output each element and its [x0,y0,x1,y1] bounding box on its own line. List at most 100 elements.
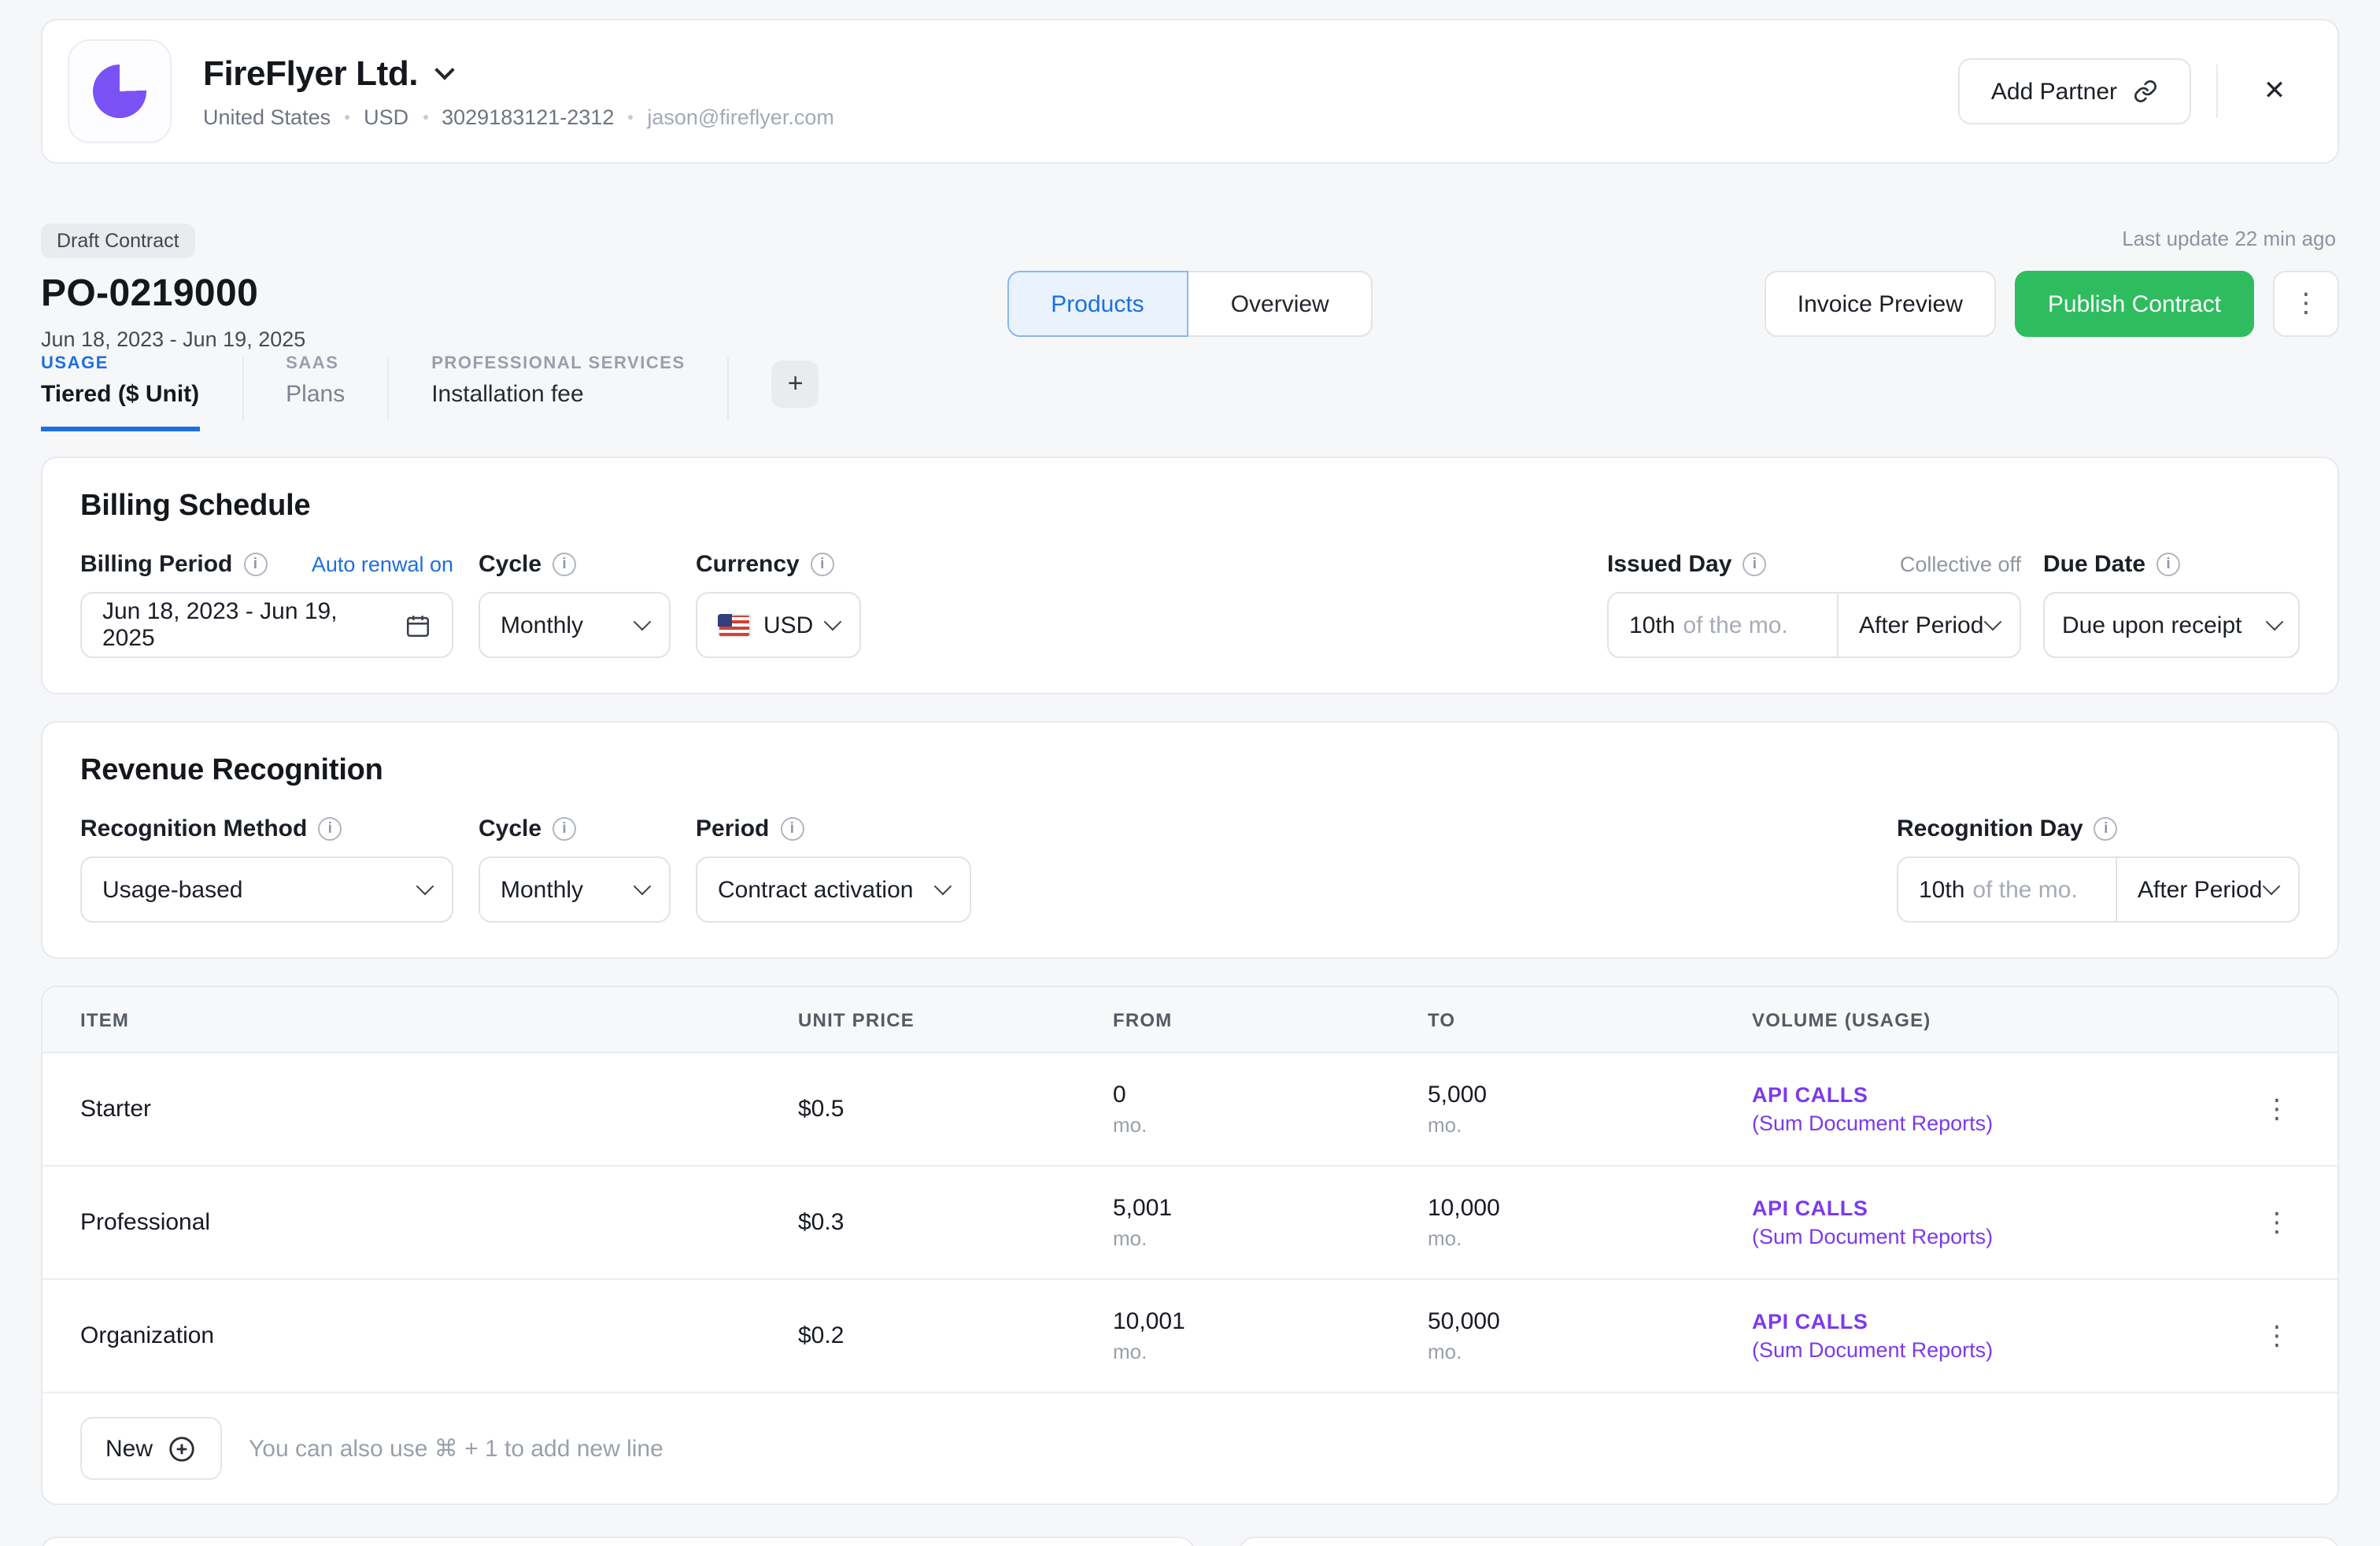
chevron-down-icon [633,877,652,896]
column-item: ITEM [80,1008,130,1030]
pricing-table: ITEM UNIT PRICE FROM TO VOLUME (USAGE) S… [41,986,2339,1505]
recognition-day-mode-value: After Period [2138,876,2263,903]
to-unit: mo. [1428,1340,1462,1363]
to-value: 50,000 [1428,1308,1500,1335]
info-icon[interactable]: i [780,816,804,840]
to-unit: mo. [1428,1226,1462,1250]
chevron-down-icon [416,877,434,896]
issued-day-placeholder: of the mo. [1683,612,1788,638]
card-stub-left [41,1537,1196,1546]
recognition-cycle-label: Cycle i [479,814,671,842]
dot-separator [628,115,634,120]
info-icon[interactable]: i [243,552,268,575]
info-icon[interactable]: i [2094,816,2118,840]
auto-renewal-toggle[interactable]: Auto renwal on [311,552,453,575]
billing-cycle-select[interactable]: Monthly [479,592,671,658]
chevron-down-icon [2262,877,2281,896]
company-name: FireFlyer Ltd. [203,54,419,93]
tab-divider [387,357,390,420]
us-flag-icon [718,613,751,637]
column-volume: VOLUME (USAGE) [1752,1008,1931,1030]
company-email: jason@fireflyer.com [647,105,834,129]
company-meta: United States USD 3029183121-2312 jason@… [203,105,834,129]
status-badge: Draft Contract [41,224,195,258]
to-value: 10,000 [1428,1195,1500,1222]
volume-link[interactable]: API CALLS (Sum Document Reports) [1752,1083,2212,1135]
unit-price: $0.2 [798,1322,844,1349]
from-unit: mo. [1113,1226,1148,1250]
recognition-day-label: Recognition Day i [1897,814,2300,842]
info-icon[interactable]: i [2156,552,2181,575]
info-icon[interactable]: i [552,552,577,575]
product-tab-saas[interactable]: SAAS Plans [286,354,345,431]
volume-detail: (Sum Document Reports) [1752,1111,1994,1135]
issued-day-input[interactable]: 10th of the mo. [1609,594,1837,656]
recognition-method-value: Usage-based [102,876,243,903]
company-logo-icon [93,65,146,118]
currency-value: USD [763,612,814,638]
recognition-cycle-value: Monthly [501,876,584,903]
publish-contract-button[interactable]: Publish Contract [2014,271,2254,337]
volume-link[interactable]: API CALLS (Sum Document Reports) [1752,1310,2212,1362]
recognition-day-input[interactable]: 10th of the mo. [1898,858,2116,921]
recognition-period-label: Period i [696,814,971,842]
add-partner-button[interactable]: Add Partner [1957,58,2191,124]
company-header: FireFlyer Ltd. United States USD 3029183… [41,19,2339,164]
new-line-label: New [105,1435,153,1462]
invoice-preview-button[interactable]: Invoice Preview [1764,271,1996,337]
recognition-day-group: 10th of the mo. After Period [1897,856,2300,923]
kebab-icon: ⋮ [2264,1207,2290,1237]
issued-day-group: 10th of the mo. After Period [1607,592,2021,658]
product-tab-services[interactable]: PROFESSIONAL SERVICES Installation fee [431,354,686,431]
row-menu-button[interactable]: ⋮ [2254,1200,2300,1245]
row-menu-button[interactable]: ⋮ [2254,1087,2300,1131]
info-icon[interactable]: i [318,816,342,840]
info-icon[interactable]: i [810,552,834,575]
item-name: Organization [80,1322,215,1349]
billing-period-input[interactable]: Jun 18, 2023 - Jun 19, 2025 [80,592,453,658]
tab-divider [242,357,244,420]
contract-header: Draft Contract PO-0219000 Jun 18, 2023 -… [41,224,2339,351]
product-tab-usage[interactable]: USAGE Tiered ($ Unit) [41,354,200,431]
new-line-button[interactable]: New [80,1417,223,1480]
recognition-cycle-select[interactable]: Monthly [479,856,671,923]
contract-date-range: Jun 18, 2023 - Jun 19, 2025 [41,327,306,351]
from-unit: mo. [1113,1340,1148,1363]
tab-products[interactable]: Products [1007,271,1188,337]
currency-select[interactable]: USD [696,592,861,658]
company-id: 3029183121-2312 [442,105,615,129]
kebab-icon: ⋮ [2264,1320,2290,1350]
new-line-hint: You can also use ⌘ + 1 to add new line [249,1436,663,1463]
info-icon[interactable]: i [552,816,577,840]
product-tabs: USAGE Tiered ($ Unit) SAAS Plans PROFESS… [41,354,2339,431]
recognition-method-select[interactable]: Usage-based [80,856,453,923]
recognition-day-mode-select[interactable]: After Period [2116,858,2298,921]
volume-detail: (Sum Document Reports) [1752,1225,1994,1248]
chevron-down-icon[interactable] [434,60,454,80]
row-menu-button[interactable]: ⋮ [2254,1314,2300,1358]
issued-day-mode-select[interactable]: After Period [1837,594,2020,656]
volume-metric: API CALLS [1752,1310,1868,1333]
to-unit: mo. [1428,1113,1462,1137]
panel-title: Billing Schedule [80,490,311,523]
tab-overview[interactable]: Overview [1186,271,1373,337]
close-button[interactable]: ✕ [2243,60,2306,123]
kebab-icon: ⋮ [2293,288,2319,318]
unit-price: $0.3 [798,1209,844,1236]
company-currency: USD [364,105,409,129]
recognition-period-select[interactable]: Contract activation [696,856,971,923]
info-icon[interactable]: i [1743,552,1767,575]
cycle-label: Cycle i [479,549,671,578]
volume-link[interactable]: API CALLS (Sum Document Reports) [1752,1196,2212,1248]
due-date-select[interactable]: Due upon receipt [2043,592,2300,658]
next-section [41,1537,2339,1546]
from-value: 0 [1113,1082,1126,1108]
due-date-value: Due upon receipt [2062,612,2242,638]
table-row: Starter $0.5 0 mo. 5,000 mo. API CALLS (… [42,1053,2338,1167]
due-date-label: Due Date i [2043,549,2300,578]
product-tab-label: Plans [286,381,346,408]
po-number: PO-0219000 [41,272,259,315]
contract-menu-button[interactable]: ⋮ [2273,271,2339,337]
add-product-button[interactable]: + [771,361,819,408]
